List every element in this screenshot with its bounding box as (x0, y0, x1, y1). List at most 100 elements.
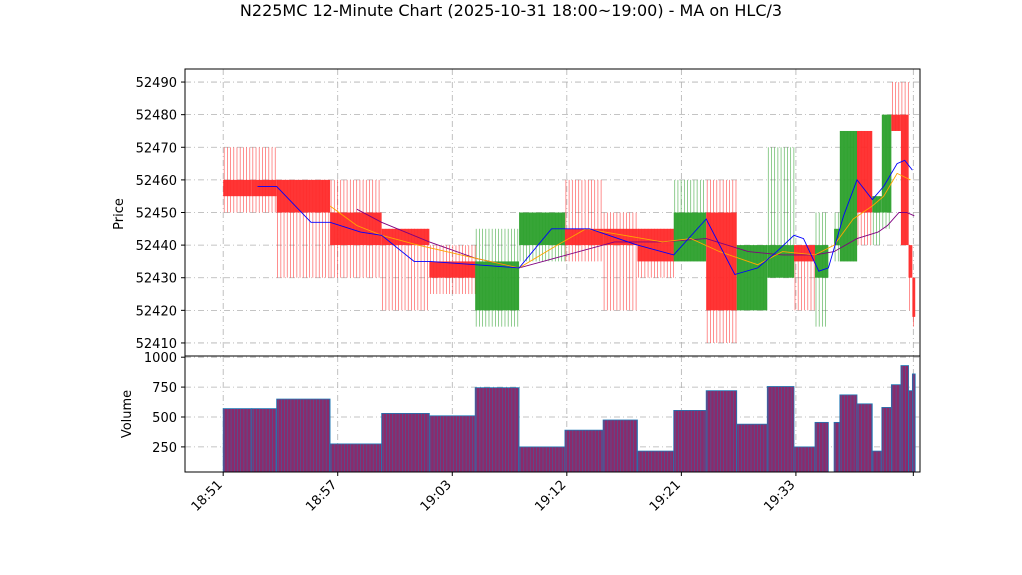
price-bar-body (564, 228, 604, 246)
volume-bar-body (908, 390, 913, 473)
price-axis-label: Price (112, 198, 127, 230)
volume-tick-label: 750 (152, 381, 177, 396)
price-bar (912, 277, 916, 327)
volume-plot-frame (184, 355, 921, 473)
price-y-ticks: 52410 52420 52430 52440 52450 52460 52470 52480… (136, 76, 185, 352)
price-tick-label: 52450 (136, 207, 177, 222)
volume-y-ticks: 250 500 750 1000 (144, 351, 185, 456)
volume-bar (673, 410, 707, 473)
volume-bar (833, 421, 841, 473)
price-bar (637, 228, 675, 278)
price-bar (881, 114, 892, 229)
price-tick-label: 52460 (136, 174, 177, 189)
volume-bar-body (602, 419, 638, 473)
price-bar (706, 179, 737, 343)
price-bar-body (900, 114, 909, 246)
price-bar-body (223, 179, 252, 197)
volume-bar-body (900, 365, 909, 473)
volume-bar-body (428, 415, 476, 473)
price-bar (834, 212, 840, 262)
price-tick-label: 52490 (136, 76, 177, 91)
price-bar-body (857, 130, 873, 213)
volume-bar-body (839, 394, 858, 473)
chart-title: N225MC 12-Minute Chart (2025-10-31 18:00… (240, 1, 782, 20)
price-tick-label: 52420 (136, 304, 177, 319)
price-bar (330, 179, 382, 278)
x-tick-label: 19:21 (647, 478, 684, 515)
price-tick-label: 52480 (136, 109, 177, 124)
price-bar (564, 179, 604, 262)
volume-bar (736, 423, 768, 473)
volume-bar (814, 421, 829, 473)
volume-bar (428, 415, 476, 473)
volume-bar (329, 443, 383, 473)
volume-bar-body (474, 387, 520, 473)
volume-bar (908, 390, 913, 473)
price-bar-body (637, 228, 674, 262)
price-bar (857, 130, 873, 246)
price-bar-body (475, 261, 520, 311)
volume-bar-body (251, 408, 278, 473)
price-tick-label: 52430 (136, 272, 177, 287)
price-tick-label: 52410 (136, 337, 177, 352)
volume-bar (881, 407, 892, 473)
price-bar (673, 179, 707, 262)
price-bar-body (839, 130, 857, 262)
volume-bar (856, 403, 873, 473)
price-bar (900, 82, 909, 246)
price-bar (429, 245, 476, 295)
x-tick-label: 18:51 (189, 478, 226, 515)
volume-bar (222, 408, 253, 473)
volume-bar (793, 446, 816, 473)
price-bar (767, 147, 795, 278)
volume-bar-body (564, 429, 604, 473)
volume-bar-body (276, 398, 331, 473)
volume-bar-body (793, 446, 816, 473)
x-tick-label: 18:57 (303, 478, 340, 515)
price-bar (872, 196, 882, 246)
volume-bar (276, 398, 331, 473)
price-bar-body (736, 245, 768, 311)
price-bar (381, 228, 430, 311)
price-bar-body (891, 114, 901, 131)
volume-bar (766, 386, 795, 473)
price-bar-body (381, 228, 430, 246)
price-bar (223, 147, 252, 213)
price-tick-label: 52470 (136, 141, 177, 156)
volume-bar (871, 450, 883, 473)
moving-average-lines (257, 159, 915, 276)
price-bar-body (429, 261, 476, 278)
x-tick-label: 19:12 (532, 478, 569, 515)
volume-bar (564, 429, 604, 473)
price-bar (891, 82, 901, 131)
volume-axis-label: Volume (120, 390, 135, 438)
volume-panel: 250 500 750 1000 Volume (120, 351, 921, 473)
price-bar (251, 147, 277, 213)
price-bar (603, 212, 638, 311)
price-bar-body (794, 245, 815, 262)
x-tick-label: 19:03 (418, 478, 455, 515)
price-bar-body (908, 245, 913, 278)
price-bar (475, 228, 520, 327)
volume-bar (602, 419, 638, 473)
volume-bar (900, 365, 909, 473)
ma-mid-line (329, 172, 911, 269)
price-bar-body (251, 179, 277, 197)
ma-fast-line (257, 159, 913, 276)
price-bar (908, 245, 913, 311)
price-bar (276, 179, 331, 278)
x-tick-label: 19:33 (761, 478, 798, 515)
volume-tick-label: 250 (152, 441, 177, 456)
price-bar (736, 245, 768, 311)
price-bar-body (815, 245, 829, 278)
volume-bars (222, 365, 916, 473)
price-bar-body (767, 245, 794, 278)
price-bar-body (912, 277, 916, 317)
price-bar (839, 130, 858, 262)
price-bar (815, 212, 829, 327)
price-bar-body (881, 114, 892, 213)
volume-bar (911, 373, 916, 473)
volume-bar (518, 446, 566, 473)
volume-bar-body (518, 446, 566, 473)
